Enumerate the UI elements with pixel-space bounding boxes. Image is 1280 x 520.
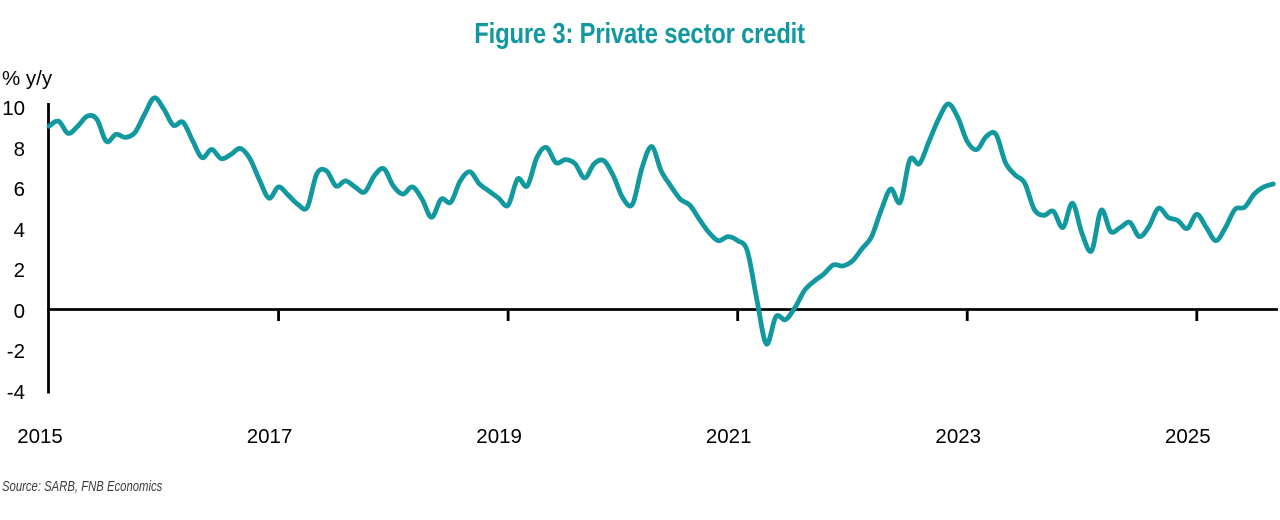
chart-title: Figure 3: Private sector credit: [0, 20, 1280, 49]
x-axis-ticks: [277, 310, 1199, 321]
y-tick-label: 2: [13, 259, 25, 282]
x-tick-label: 2019: [476, 424, 522, 448]
y-tick-label: -4: [6, 380, 25, 404]
y-tick-label: 8: [13, 137, 25, 161]
chart-title-text: Figure 3: Private sector credit: [474, 18, 806, 50]
y-tick-label: 10: [2, 97, 25, 120]
credit-series-line: [46, 95, 1276, 347]
y-tick-label: -2: [6, 340, 25, 363]
x-tick-label: 2025: [1164, 424, 1211, 448]
source-note: Source: SARB, FNB Economics: [2, 479, 208, 496]
y-tick-label: 6: [13, 178, 25, 201]
x-tick-label: 2017: [246, 424, 293, 448]
y-axis-title: % y/y: [2, 67, 53, 90]
y-tick-label: 4: [13, 218, 25, 242]
x-tick-label: 2015: [17, 424, 63, 448]
source-note-text: Source: SARB, FNB Economics: [2, 479, 163, 495]
x-tick-label: 2023: [935, 424, 982, 448]
x-tick-label: 2021: [705, 424, 752, 448]
y-tick-label: 0: [13, 299, 25, 323]
